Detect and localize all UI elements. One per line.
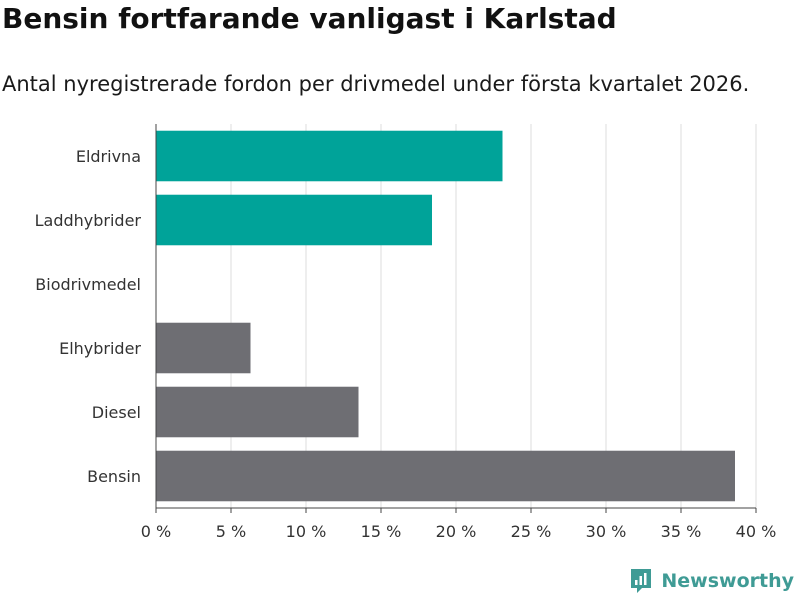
x-tick-label: 15 % — [361, 522, 402, 541]
category-label: Elhybrider — [59, 339, 141, 358]
category-label: Eldrivna — [76, 147, 141, 166]
x-tick-label: 5 % — [216, 522, 246, 541]
chart-title: Bensin fortfarande vanligast i Karlstad — [2, 2, 617, 35]
chart-subtitle: Antal nyregistrerade fordon per drivmede… — [2, 72, 750, 96]
x-tick-label: 30 % — [586, 522, 627, 541]
category-label: Diesel — [92, 403, 141, 422]
bar-chart-icon — [631, 569, 652, 593]
category-label: Laddhybrider — [35, 211, 142, 230]
x-tick-label: 35 % — [661, 522, 702, 541]
bar-elhybrider — [156, 322, 251, 374]
x-tick-label: 0 % — [141, 522, 171, 541]
bar-laddhybrider — [156, 194, 432, 246]
x-tick-label: 25 % — [511, 522, 552, 541]
brand-logo: Newsworthy — [629, 568, 794, 594]
category-label: Bensin — [87, 467, 141, 486]
bar-bensin — [156, 450, 735, 502]
category-label: Biodrivmedel — [35, 275, 141, 294]
brand-name: Newsworthy — [661, 570, 794, 592]
bar-eldrivna — [156, 130, 503, 182]
bar-diesel — [156, 386, 359, 438]
x-tick-label: 20 % — [436, 522, 477, 541]
x-tick-label: 10 % — [286, 522, 327, 541]
x-tick-label: 40 % — [736, 522, 777, 541]
